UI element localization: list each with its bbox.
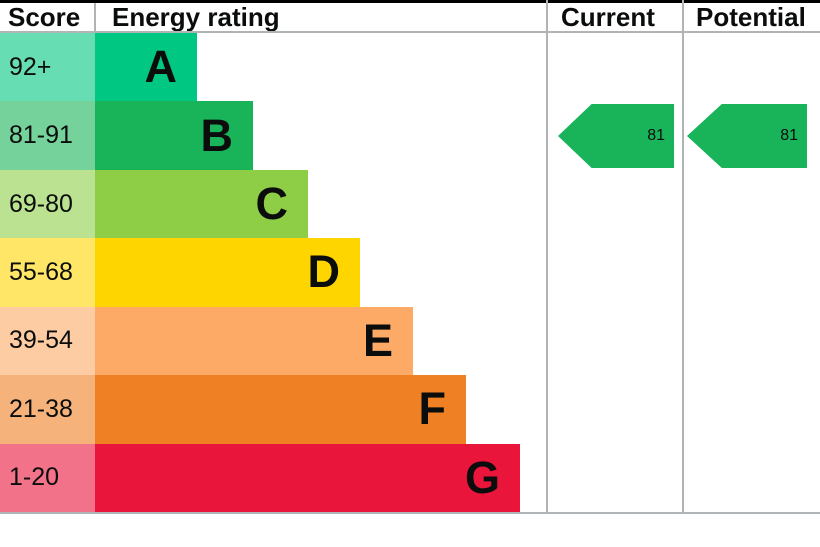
band-row-c: 69-80 C (0, 169, 547, 239)
band-row-e: 39-54 E (0, 306, 547, 376)
potential-column-header: Potential (696, 2, 806, 32)
energy-rating-column-header: Energy rating (112, 2, 280, 32)
band-bar-e: E (95, 306, 413, 376)
current-rating-arrow: 81 (558, 104, 674, 168)
current-column-divider (546, 0, 548, 513)
current-column-header: Current (561, 2, 655, 32)
score-range-d: 55-68 (0, 238, 95, 307)
top-border (0, 0, 820, 3)
potential-rating-arrow: 81 (687, 104, 807, 168)
band-letter-f: F (418, 383, 447, 435)
score-range-a: 92+ (0, 33, 95, 102)
band-letter-a: A (144, 41, 178, 93)
chart-header: Score Energy rating Current Potential (0, 3, 820, 32)
band-row-a: 92+ A (0, 33, 547, 102)
potential-rating-value: 81 (780, 127, 798, 144)
band-row-b: 81-91 B (0, 101, 547, 170)
band-row-f: 21-38 F (0, 375, 547, 444)
band-bar-b: B (95, 101, 253, 170)
band-bar-a: A (95, 33, 197, 102)
score-header-divider (94, 3, 96, 32)
score-range-c: 69-80 (0, 169, 95, 239)
band-row-g: 1-20 G (0, 443, 547, 512)
current-rating-value: 81 (647, 127, 665, 144)
band-letter-d: D (307, 246, 341, 298)
score-range-f: 21-38 (0, 375, 95, 444)
score-range-e: 39-54 (0, 306, 95, 376)
band-bar-c: C (95, 169, 308, 239)
band-letter-g: G (464, 451, 500, 503)
band-bar-d: D (95, 238, 360, 307)
band-letter-c: C (255, 178, 289, 230)
potential-column-divider (682, 0, 684, 513)
band-letter-b: B (200, 109, 234, 161)
band-bar-f: F (95, 375, 466, 444)
chart-bottom-border (0, 512, 820, 514)
score-column-header: Score (8, 2, 81, 32)
band-rows: 92+ A 81-91 B 69-80 C 55-68 D 39-54 E 21… (0, 33, 547, 512)
header-underline (0, 31, 820, 33)
band-bar-g: G (95, 443, 520, 512)
band-letter-e: E (362, 314, 393, 366)
score-range-g: 1-20 (0, 443, 95, 512)
band-row-d: 55-68 D (0, 238, 547, 307)
score-range-b: 81-91 (0, 101, 95, 170)
